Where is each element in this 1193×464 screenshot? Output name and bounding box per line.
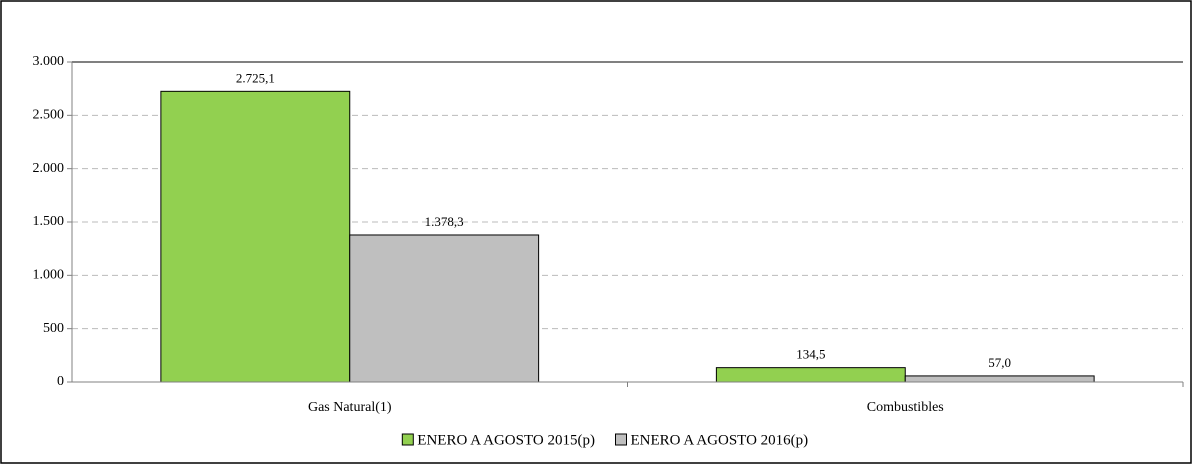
x-tick-label: Combustibles: [867, 400, 944, 415]
y-tick-label: 1.500: [33, 214, 65, 229]
value-label: 1.378,3: [425, 214, 464, 229]
legend-swatch: [401, 433, 414, 446]
legend-label: ENERO A AGOSTO 2015(p): [417, 432, 595, 448]
bar: [160, 90, 351, 383]
legend-swatch: [615, 433, 627, 446]
y-tick-label: 1.000: [33, 268, 65, 283]
y-tick-label: 3.000: [33, 54, 65, 69]
y-tick-label: 2.500: [33, 108, 65, 123]
y-tick-label: 0: [57, 374, 64, 389]
y-tick-label: 500: [43, 321, 64, 336]
value-label: 57,0: [988, 355, 1011, 370]
bar: [904, 375, 1095, 383]
value-label: 2.725,1: [236, 70, 275, 85]
legend-label: ENERO A AGOSTO 2016(p): [631, 432, 809, 448]
x-tick-label: Gas Natural(1): [308, 400, 392, 415]
bar: [349, 234, 540, 383]
bar: [715, 367, 906, 383]
y-tick-label: 2.000: [33, 161, 65, 176]
value-label: 134,5: [796, 347, 825, 362]
